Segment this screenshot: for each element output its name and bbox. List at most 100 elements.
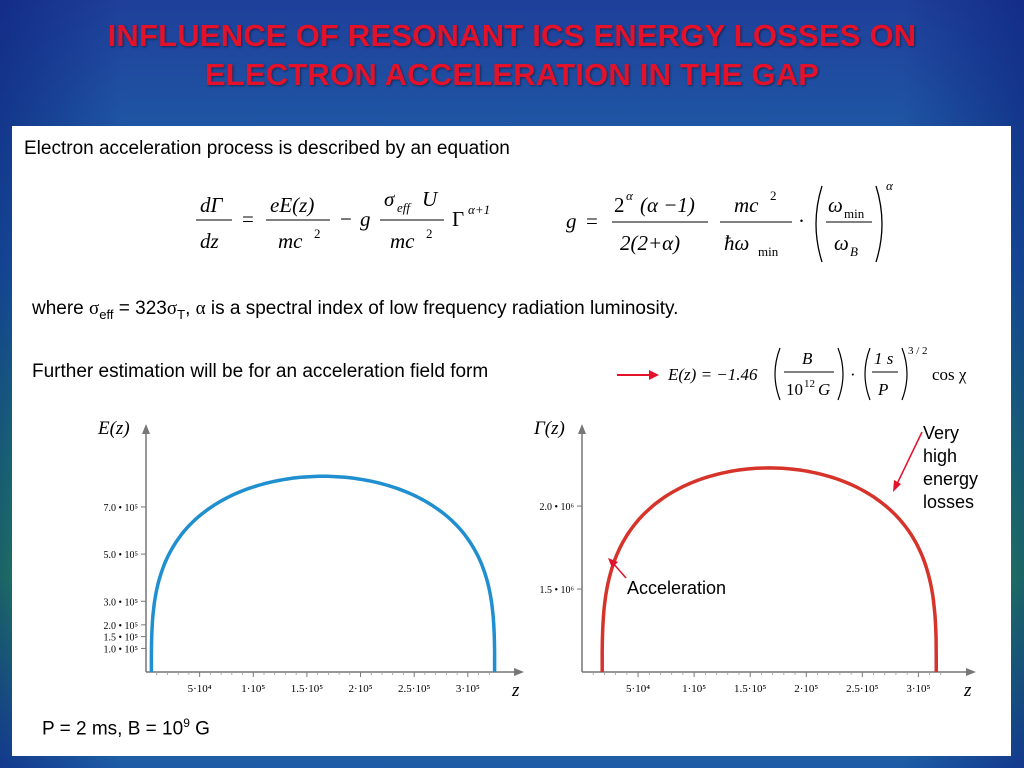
where-equals: = 323 bbox=[113, 298, 167, 319]
eq1-minus: − bbox=[340, 207, 352, 231]
lorentz-factor-chart: Γ(z) z 5·10⁴ 1·10⁵ 1.5·10⁵ 2·10⁵ 2.5·10⁵ 3·10⁵ 1… bbox=[533, 418, 976, 700]
where-tail: is a spectral index of low frequency rad… bbox=[205, 298, 679, 319]
gamma-chart-x-label: z bbox=[963, 680, 972, 700]
params-unit: G bbox=[189, 718, 210, 740]
gamma-chart-x-tick-label: 3·10⁵ bbox=[906, 683, 930, 695]
eq3-exp: 3 / 2 bbox=[908, 345, 928, 357]
eq3-dot: · bbox=[850, 365, 856, 384]
alpha-symbol: α bbox=[195, 298, 206, 319]
thomson-subscript: T bbox=[177, 306, 186, 322]
eq2-hbar-min: min bbox=[758, 244, 779, 259]
eq2-omega-min-sub: min bbox=[844, 206, 865, 221]
electric-field-chart: E(z) z 5·10⁴ 1·10⁵ 1.5·10⁵ 2·10⁵ 2.5·10⁵ 3·10⁵ 1… bbox=[97, 418, 524, 700]
eq1-term2-den-exp: 2 bbox=[426, 226, 433, 241]
eq3-B: B bbox=[802, 349, 813, 368]
field-equation: E(z) = −1.46 B 10 12 G · 1 s P 3 / 2 cos… bbox=[667, 345, 967, 401]
gamma-chart-series-line bbox=[600, 466, 939, 673]
title-line-2: ELECTRON ACCELERATION IN THE GAP bbox=[204, 57, 820, 92]
very-high-losses-line-1: Very bbox=[923, 423, 960, 443]
e-chart-x-tick-label: 5·10⁴ bbox=[188, 683, 212, 695]
e-chart-y-label: E(z) bbox=[97, 418, 130, 439]
e-chart-x-label: z bbox=[511, 680, 520, 700]
eq1-lhs-num: dΓ bbox=[200, 193, 224, 217]
gamma-chart-x-tick-label: 1·10⁵ bbox=[682, 683, 706, 695]
gamma-chart-y-axis-arrow bbox=[578, 424, 586, 434]
g-equation: g = 2 α (α −1) 2(2+α) mc 2 ħω min · ω mi… bbox=[566, 178, 894, 263]
eq1-lhs-den: dz bbox=[200, 229, 219, 253]
eq3-one-s: 1 s bbox=[874, 349, 894, 368]
slide-title: INFLUENCE OF RESONANT ICS ENERGY LOSSES … bbox=[0, 16, 1024, 94]
eq2-mc: mc bbox=[734, 193, 759, 217]
gamma-chart-y-tick-label: 1.5 • 10⁶ bbox=[540, 585, 575, 596]
eq1-equals: = bbox=[242, 207, 254, 231]
params-prefix: P = 2 ms, B = 10 bbox=[42, 718, 184, 740]
eq3-twelve: 12 bbox=[804, 378, 815, 390]
very-high-losses-line-2: high bbox=[923, 446, 958, 466]
very-high-losses-line-3: energy bbox=[923, 469, 979, 489]
eq2-dot: · bbox=[798, 209, 805, 233]
eq2-den-a: 2(2+α) bbox=[620, 231, 680, 255]
eq3-cos: cos χ bbox=[932, 365, 967, 384]
parameters-text: P = 2 ms, B = 109 G bbox=[42, 716, 210, 740]
intro-text: Electron acceleration process is describ… bbox=[24, 138, 510, 159]
eq2-omega-b-sub: B bbox=[850, 244, 858, 259]
eq3-ten: 10 bbox=[786, 380, 803, 399]
gamma-chart-x-tick-label: 5·10⁴ bbox=[626, 683, 650, 695]
e-chart-x-tick-label: 1·10⁵ bbox=[241, 683, 265, 695]
eq1-term2-den: mc bbox=[390, 229, 415, 253]
e-chart-y-axis-arrow bbox=[142, 424, 150, 434]
eq2-hbar-omega: ħω bbox=[724, 231, 749, 255]
eq2-g: g bbox=[566, 209, 577, 233]
e-chart-y-tick-label: 3.0 • 10⁵ bbox=[104, 597, 139, 608]
e-chart-y-tick-label: 1.0 • 10⁵ bbox=[104, 644, 139, 655]
title-line-1: INFLUENCE OF RESONANT ICS ENERGY LOSSES … bbox=[107, 18, 917, 53]
eq2-omega-min: ω bbox=[828, 193, 843, 217]
e-chart-series-line bbox=[149, 474, 497, 672]
acceleration-arrow-icon bbox=[608, 558, 627, 579]
gamma-chart-x-tick-label: 2·10⁵ bbox=[794, 683, 818, 695]
e-chart-x-tick-label: 1.5·10⁵ bbox=[291, 683, 323, 695]
eq1-gamma: Γ bbox=[452, 207, 464, 231]
sigma-symbol: σ bbox=[89, 298, 100, 319]
eq2-two-exp: α bbox=[626, 188, 634, 203]
gamma-chart-x-tick-label: 1.5·10⁵ bbox=[734, 683, 766, 695]
eq1-gamma-exp: α+1 bbox=[468, 202, 490, 217]
eq1-sigma: σ bbox=[384, 187, 396, 211]
eq1-U: U bbox=[422, 187, 439, 211]
gamma-chart-x-tick-label: 2.5·10⁵ bbox=[846, 683, 878, 695]
e-chart-x-tick-label: 2.5·10⁵ bbox=[398, 683, 430, 695]
eq2-omega-b: ω bbox=[834, 231, 849, 255]
eq1-g: g bbox=[360, 207, 371, 231]
e-chart-x-tick-label: 2·10⁵ bbox=[349, 683, 373, 695]
eq2-mc-exp: 2 bbox=[770, 188, 777, 203]
where-text: where σeff = 323σT, α is a spectral inde… bbox=[32, 298, 679, 322]
e-chart-x-tick-label: 3·10⁵ bbox=[456, 683, 480, 695]
eff-subscript: eff bbox=[99, 306, 114, 322]
e-chart-x-axis-arrow bbox=[514, 668, 524, 676]
eq2-equals: = bbox=[586, 209, 598, 233]
very-high-losses-label: Very high energy losses bbox=[923, 422, 978, 514]
e-chart-y-tick-label: 2.0 • 10⁵ bbox=[104, 621, 139, 632]
params-exponent: 9 bbox=[183, 716, 190, 730]
eq2-alpha-exp: α bbox=[886, 178, 894, 193]
gamma-chart-y-tick-label: 2.0 • 10⁶ bbox=[540, 502, 575, 513]
very-high-losses-line-4: losses bbox=[923, 492, 975, 512]
acceleration-label: Acceleration bbox=[627, 578, 727, 598]
e-chart-y-tick-label: 1.5 • 10⁵ bbox=[104, 633, 139, 644]
eq2-two: 2 bbox=[614, 193, 625, 217]
sigma-symbol-2: σ bbox=[166, 298, 178, 319]
where-prefix: where bbox=[32, 298, 90, 319]
e-chart-y-tick-label: 5.0 • 10⁵ bbox=[104, 550, 139, 561]
eq3-G: G bbox=[818, 380, 830, 399]
right-arrow-icon bbox=[617, 370, 659, 380]
eq2-num-a: (α −1) bbox=[640, 193, 695, 217]
acceleration-equation: dΓ dz = eE(z) mc 2 − g σ eff U mc 2 Γ α+… bbox=[196, 187, 490, 253]
e-chart-y-tick-label: 7.0 • 10⁵ bbox=[104, 503, 139, 514]
eq1-term1-num: eE(z) bbox=[270, 193, 314, 217]
losses-arrow-icon bbox=[893, 431, 923, 492]
eq3-lhs: E(z) = −1.46 bbox=[667, 365, 758, 384]
eq1-eff: eff bbox=[397, 200, 412, 215]
eq3-P: P bbox=[877, 380, 888, 399]
eq1-term1-den: mc bbox=[278, 229, 303, 253]
eq1-term1-den-exp: 2 bbox=[314, 226, 321, 241]
